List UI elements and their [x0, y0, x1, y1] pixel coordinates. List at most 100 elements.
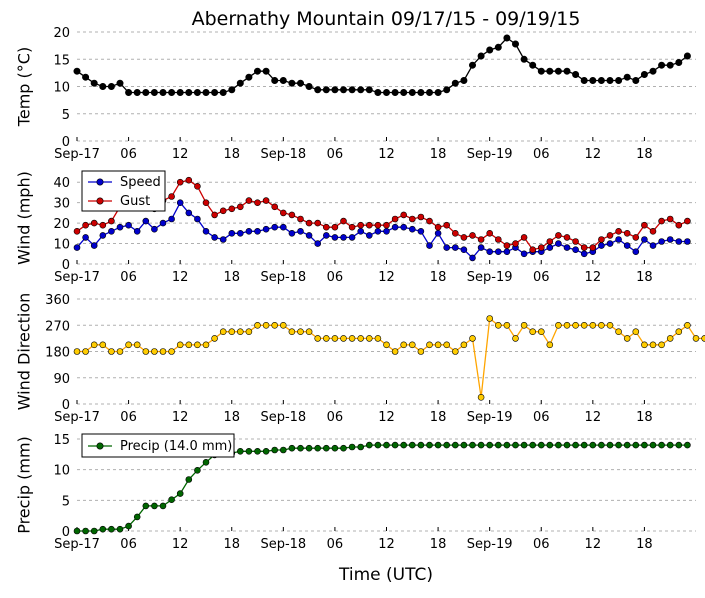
data-point [451, 441, 459, 449]
data-point [305, 83, 313, 91]
data-point [408, 89, 416, 97]
data-point [580, 77, 588, 85]
data-point [82, 234, 89, 241]
legend-label: Gust [120, 194, 150, 209]
data-point [254, 447, 261, 455]
y-tick-label: 10 [53, 81, 70, 96]
data-point [684, 441, 691, 449]
data-point [116, 348, 124, 355]
data-point [185, 176, 193, 184]
data-point [150, 89, 158, 97]
data-point [511, 40, 519, 48]
data-point [176, 178, 184, 186]
data-point [649, 441, 657, 449]
x-tick-label: 18 [430, 270, 447, 285]
data-point [340, 217, 347, 225]
data-point [331, 234, 339, 241]
data-point [340, 335, 347, 342]
data-point [365, 86, 373, 94]
data-point [632, 441, 640, 449]
data-point [90, 527, 98, 535]
data-point [598, 321, 605, 329]
data-point [219, 328, 227, 336]
series-line-temperature-0 [76, 37, 688, 94]
data-point [73, 527, 81, 535]
y-tick-label: 5 [62, 494, 70, 509]
data-point [546, 67, 554, 75]
x-tick-label: 12 [585, 270, 602, 285]
data-point [563, 441, 571, 449]
x-tick-label: 06 [120, 147, 137, 162]
data-point [194, 341, 201, 349]
data-point [477, 52, 485, 60]
data-point [133, 89, 141, 97]
data-point [494, 321, 502, 329]
x-tick-label: Sep-19 [467, 147, 513, 162]
data-point [90, 79, 98, 87]
data-point [434, 89, 442, 97]
data-point [116, 79, 124, 87]
data-point [580, 441, 588, 449]
data-point [641, 341, 648, 349]
data-point [649, 341, 657, 349]
x-tick-label: Sep-18 [260, 270, 306, 285]
data-point [314, 86, 322, 94]
data-point [589, 321, 597, 329]
data-point [73, 244, 81, 251]
y-tick-label: 360 [45, 293, 70, 308]
y-tick-label: 0 [62, 398, 70, 413]
x-tick-label: 18 [636, 270, 653, 285]
data-point [82, 527, 89, 535]
data-point [331, 444, 339, 452]
data-point [658, 341, 665, 349]
data-point [443, 341, 451, 349]
data-point [529, 441, 537, 449]
data-point [339, 86, 347, 94]
x-tick-label: 12 [378, 537, 395, 552]
data-point [546, 244, 554, 251]
data-point [99, 83, 107, 91]
data-point [99, 341, 107, 349]
data-point [357, 228, 365, 235]
series-line-wind_direction-0 [77, 317, 705, 398]
data-point [159, 348, 167, 355]
data-point [322, 86, 330, 94]
data-point [400, 341, 408, 349]
legend-marker [96, 442, 104, 450]
data-point [417, 228, 425, 235]
x-tick-label: Sep-19 [467, 270, 513, 285]
data-point [279, 446, 287, 454]
data-point [125, 341, 132, 349]
data-point [572, 441, 579, 449]
data-point [236, 79, 244, 87]
data-point [494, 43, 502, 51]
data-point [99, 525, 107, 533]
data-point [537, 441, 545, 449]
x-tick-label: 06 [327, 537, 344, 552]
data-point [468, 61, 476, 69]
data-point [168, 89, 176, 97]
data-point [262, 197, 270, 204]
data-point [658, 441, 665, 449]
data-point [400, 441, 408, 449]
x-tick-label: 06 [327, 270, 344, 285]
data-point [666, 335, 674, 342]
data-point [537, 244, 545, 251]
data-point [254, 67, 262, 75]
data-point [598, 441, 605, 449]
data-point [82, 221, 89, 229]
data-point [383, 221, 390, 229]
data-point [451, 348, 459, 355]
data-point [382, 89, 390, 97]
x-tick-label: 12 [172, 147, 189, 162]
y-axis-label: Wind Direction [15, 293, 34, 411]
data-point [297, 215, 304, 223]
data-point [400, 89, 408, 97]
data-point [219, 207, 227, 215]
data-point [632, 77, 640, 85]
data-point [365, 221, 373, 229]
data-point [391, 441, 399, 449]
data-point [426, 242, 433, 249]
data-point [520, 250, 528, 258]
data-point [279, 223, 287, 231]
